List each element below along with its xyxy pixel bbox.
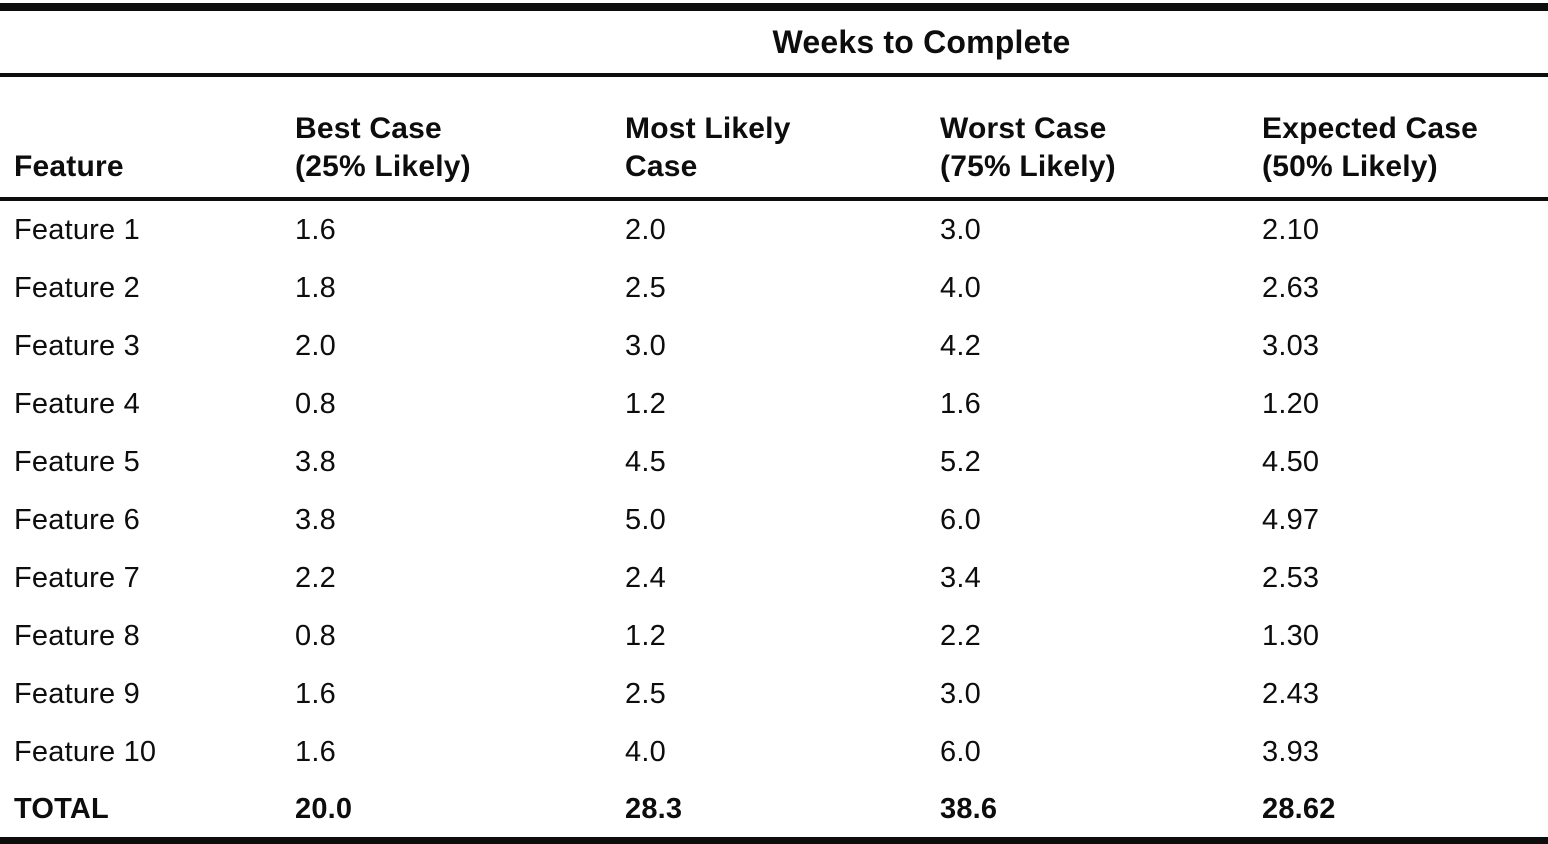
table-row: Feature 7 2.2 2.4 3.4 2.53: [0, 549, 1548, 607]
cell-expected-case: 4.50: [1262, 445, 1320, 478]
cell-worst-case: 3.0: [940, 213, 981, 246]
cell-worst-case: 4.0: [940, 271, 981, 304]
cell-total-label: TOTAL: [14, 792, 109, 825]
cell-worst-case: 4.2: [940, 329, 981, 362]
cell-total-expected: 28.62: [1262, 792, 1336, 825]
cell-total-best: 20.0: [295, 792, 353, 825]
cell-expected-case: 4.97: [1262, 503, 1320, 536]
cell-most-likely: 1.2: [625, 619, 666, 652]
cell-best-case: 0.8: [295, 387, 336, 420]
cell-most-likely: 2.5: [625, 271, 666, 304]
cell-expected-case: 2.53: [1262, 561, 1320, 594]
table-row: Feature 10 1.6 4.0 6.0 3.93: [0, 723, 1548, 781]
cell-worst-case: 5.2: [940, 445, 981, 478]
table-title: Weeks to Complete: [295, 7, 1548, 77]
cell-total-worst: 38.6: [940, 792, 998, 825]
cell-worst-case: 6.0: [940, 503, 981, 536]
cell-best-case: 3.8: [295, 503, 336, 536]
total-row: TOTAL 20.0 28.3 38.6 28.62: [0, 781, 1548, 841]
cell-feature: Feature 8: [14, 619, 140, 652]
cell-total-most-likely: 28.3: [625, 792, 683, 825]
title-spacer-cell: [0, 7, 295, 77]
column-header-row: Feature Best Case (25% Likely) Most Like…: [0, 75, 1548, 201]
table-row: Feature 4 0.8 1.2 1.6 1.20: [0, 375, 1548, 433]
cell-best-case: 1.6: [295, 213, 336, 246]
cell-expected-case: 2.10: [1262, 213, 1320, 246]
cell-best-case: 1.6: [295, 735, 336, 768]
col-header-expected-case: Expected Case (50% Likely): [1262, 75, 1548, 201]
cell-worst-case: 2.2: [940, 619, 981, 652]
cell-best-case: 2.2: [295, 561, 336, 594]
table-row: Feature 1 1.6 2.0 3.0 2.10: [0, 199, 1548, 259]
cell-worst-case: 3.4: [940, 561, 981, 594]
cell-best-case: 2.0: [295, 329, 336, 362]
cell-most-likely: 2.4: [625, 561, 666, 594]
cell-expected-case: 1.30: [1262, 619, 1320, 652]
cell-feature: Feature 3: [14, 329, 140, 362]
col-header-worst-case: Worst Case (75% Likely): [940, 75, 1262, 201]
cell-feature: Feature 5: [14, 445, 140, 478]
table-row: Feature 9 1.6 2.5 3.0 2.43: [0, 665, 1548, 723]
cell-best-case: 1.6: [295, 677, 336, 710]
cell-feature: Feature 2: [14, 271, 140, 304]
cell-worst-case: 1.6: [940, 387, 981, 420]
cell-worst-case: 6.0: [940, 735, 981, 768]
table-title-row: Weeks to Complete: [0, 7, 1548, 77]
cell-most-likely: 3.0: [625, 329, 666, 362]
cell-best-case: 0.8: [295, 619, 336, 652]
cell-most-likely: 1.2: [625, 387, 666, 420]
cell-best-case: 1.8: [295, 271, 336, 304]
cell-feature: Feature 7: [14, 561, 140, 594]
cell-expected-case: 1.20: [1262, 387, 1320, 420]
cell-expected-case: 2.43: [1262, 677, 1320, 710]
cell-most-likely: 2.0: [625, 213, 666, 246]
cell-feature: Feature 1: [14, 213, 140, 246]
cell-expected-case: 3.03: [1262, 329, 1320, 362]
cell-feature: Feature 4: [14, 387, 140, 420]
cell-most-likely: 2.5: [625, 677, 666, 710]
col-header-feature: Feature: [0, 75, 295, 201]
cell-most-likely: 5.0: [625, 503, 666, 536]
cell-worst-case: 3.0: [940, 677, 981, 710]
cell-best-case: 3.8: [295, 445, 336, 478]
table-row: Feature 3 2.0 3.0 4.2 3.03: [0, 317, 1548, 375]
cell-expected-case: 2.63: [1262, 271, 1320, 304]
cell-feature: Feature 6: [14, 503, 140, 536]
col-header-most-likely-case: Most Likely Case: [625, 75, 940, 201]
table-row: Feature 6 3.8 5.0 6.0 4.97: [0, 491, 1548, 549]
cell-feature: Feature 10: [14, 735, 157, 768]
table-row: Feature 2 1.8 2.5 4.0 2.63: [0, 259, 1548, 317]
weeks-to-complete-table: Weeks to Complete Feature Best Case (25%…: [0, 3, 1548, 844]
table-row: Feature 5 3.8 4.5 5.2 4.50: [0, 433, 1548, 491]
col-header-best-case: Best Case (25% Likely): [295, 75, 625, 201]
table-row: Feature 8 0.8 1.2 2.2 1.30: [0, 607, 1548, 665]
cell-expected-case: 3.93: [1262, 735, 1320, 768]
cell-most-likely: 4.5: [625, 445, 666, 478]
cell-feature: Feature 9: [14, 677, 140, 710]
cell-most-likely: 4.0: [625, 735, 666, 768]
